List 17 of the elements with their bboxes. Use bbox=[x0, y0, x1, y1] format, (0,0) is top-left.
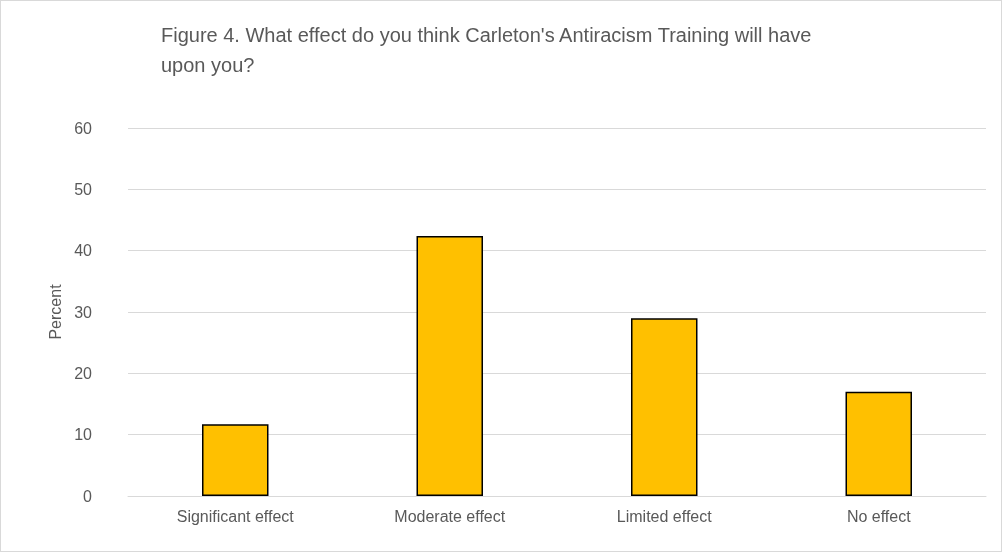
x-tick-label: Moderate effect bbox=[394, 507, 506, 525]
x-tick-label: Limited effect bbox=[616, 507, 713, 525]
bar bbox=[845, 391, 912, 496]
y-axis-title: Percent bbox=[46, 283, 64, 340]
y-tick-label: 60 bbox=[74, 119, 93, 137]
chart-title: Figure 4. What effect do you think Carleton's Antiracism Training will have upon you? bbox=[161, 24, 817, 76]
x-tick-label: Significant effect bbox=[176, 507, 295, 525]
y-tick-label: 10 bbox=[74, 426, 93, 444]
y-tick-label: 0 bbox=[83, 487, 93, 505]
bar bbox=[631, 318, 698, 496]
x-tick-label: No effect bbox=[846, 507, 912, 525]
y-tick-label: 30 bbox=[74, 303, 93, 321]
y-tick-label: 20 bbox=[74, 364, 93, 382]
y-tick-label: 40 bbox=[74, 242, 93, 260]
y-tick-label: 50 bbox=[74, 180, 93, 198]
bar bbox=[202, 424, 269, 496]
bar bbox=[416, 235, 483, 496]
